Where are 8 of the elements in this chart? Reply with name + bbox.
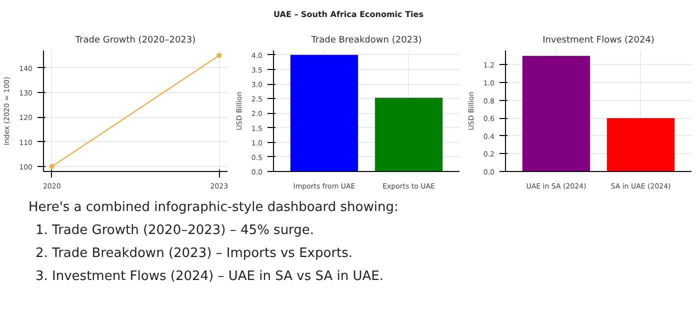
text: 2. Trade Breakdown (2023) – Imports vs Exports. xyxy=(36,246,353,261)
chart-title: Trade Breakdown (2023) xyxy=(310,36,422,46)
text: 3. Investment Flows (2024) – UAE in SA vs SA in UAE. xyxy=(36,269,384,284)
text: 1. Trade Growth (2020–2023) – 45% surge. xyxy=(36,223,314,238)
chart-title: Trade Growth (2020–2023) xyxy=(74,36,196,46)
chart-title: Investment Flows (2024) xyxy=(542,36,654,46)
text: Here's a combined infographic-style dashboard showing: xyxy=(28,200,398,215)
text: UAE – South Africa Economic Ties xyxy=(274,10,424,19)
